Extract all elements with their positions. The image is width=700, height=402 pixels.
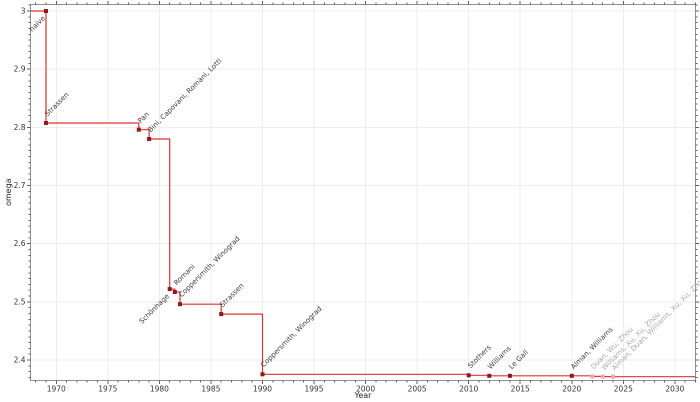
omega-step-line [30, 10, 696, 378]
y-tick-label: 2.6 [14, 239, 26, 248]
y-tick-label: 2.5 [14, 297, 26, 306]
x-tick-label: 1985 [201, 385, 220, 394]
x-tick-label: 1975 [98, 385, 117, 394]
data-point-marker [44, 9, 48, 13]
x-tick-label: 1995 [304, 385, 323, 394]
y-tick-label: 2.8 [14, 123, 26, 132]
data-point-marker [44, 121, 48, 125]
data-point-marker [260, 372, 265, 377]
plot-border [30, 4, 696, 381]
x-tick-label: 1980 [150, 385, 169, 394]
data-point-marker [147, 137, 152, 141]
data-point-marker [136, 127, 141, 132]
x-tick-label: 2000 [356, 385, 375, 394]
data-point-marker [600, 374, 605, 379]
data-point-marker [611, 374, 615, 379]
x-tick-label: 2020 [562, 385, 581, 394]
y-axis-title: omega [4, 178, 13, 206]
data-point-marker [487, 373, 492, 378]
y-tick-label: 2.9 [14, 65, 26, 74]
x-tick-label: 2010 [459, 385, 478, 394]
data-point-marker [172, 290, 177, 294]
y-tick-label: 2.4 [14, 356, 26, 365]
y-tick-label: 2.7 [14, 181, 26, 190]
data-point-marker [219, 312, 224, 317]
data-point-marker [466, 373, 471, 378]
x-axis-title: Year [354, 391, 372, 400]
data-point-marker [590, 374, 595, 379]
x-tick-label: 1990 [253, 385, 272, 394]
x-tick-label: 2005 [408, 385, 427, 394]
y-tick-label: 3 [21, 7, 26, 16]
x-tick-label: 2025 [614, 385, 633, 394]
data-point-marker [178, 302, 182, 307]
data-point-marker [569, 373, 574, 378]
x-tick-label: 2015 [511, 385, 530, 394]
data-point-marker [507, 373, 512, 378]
x-tick-label: 1970 [47, 385, 66, 394]
data-point-marker [167, 287, 172, 292]
x-tick-label: 2030 [665, 385, 684, 394]
